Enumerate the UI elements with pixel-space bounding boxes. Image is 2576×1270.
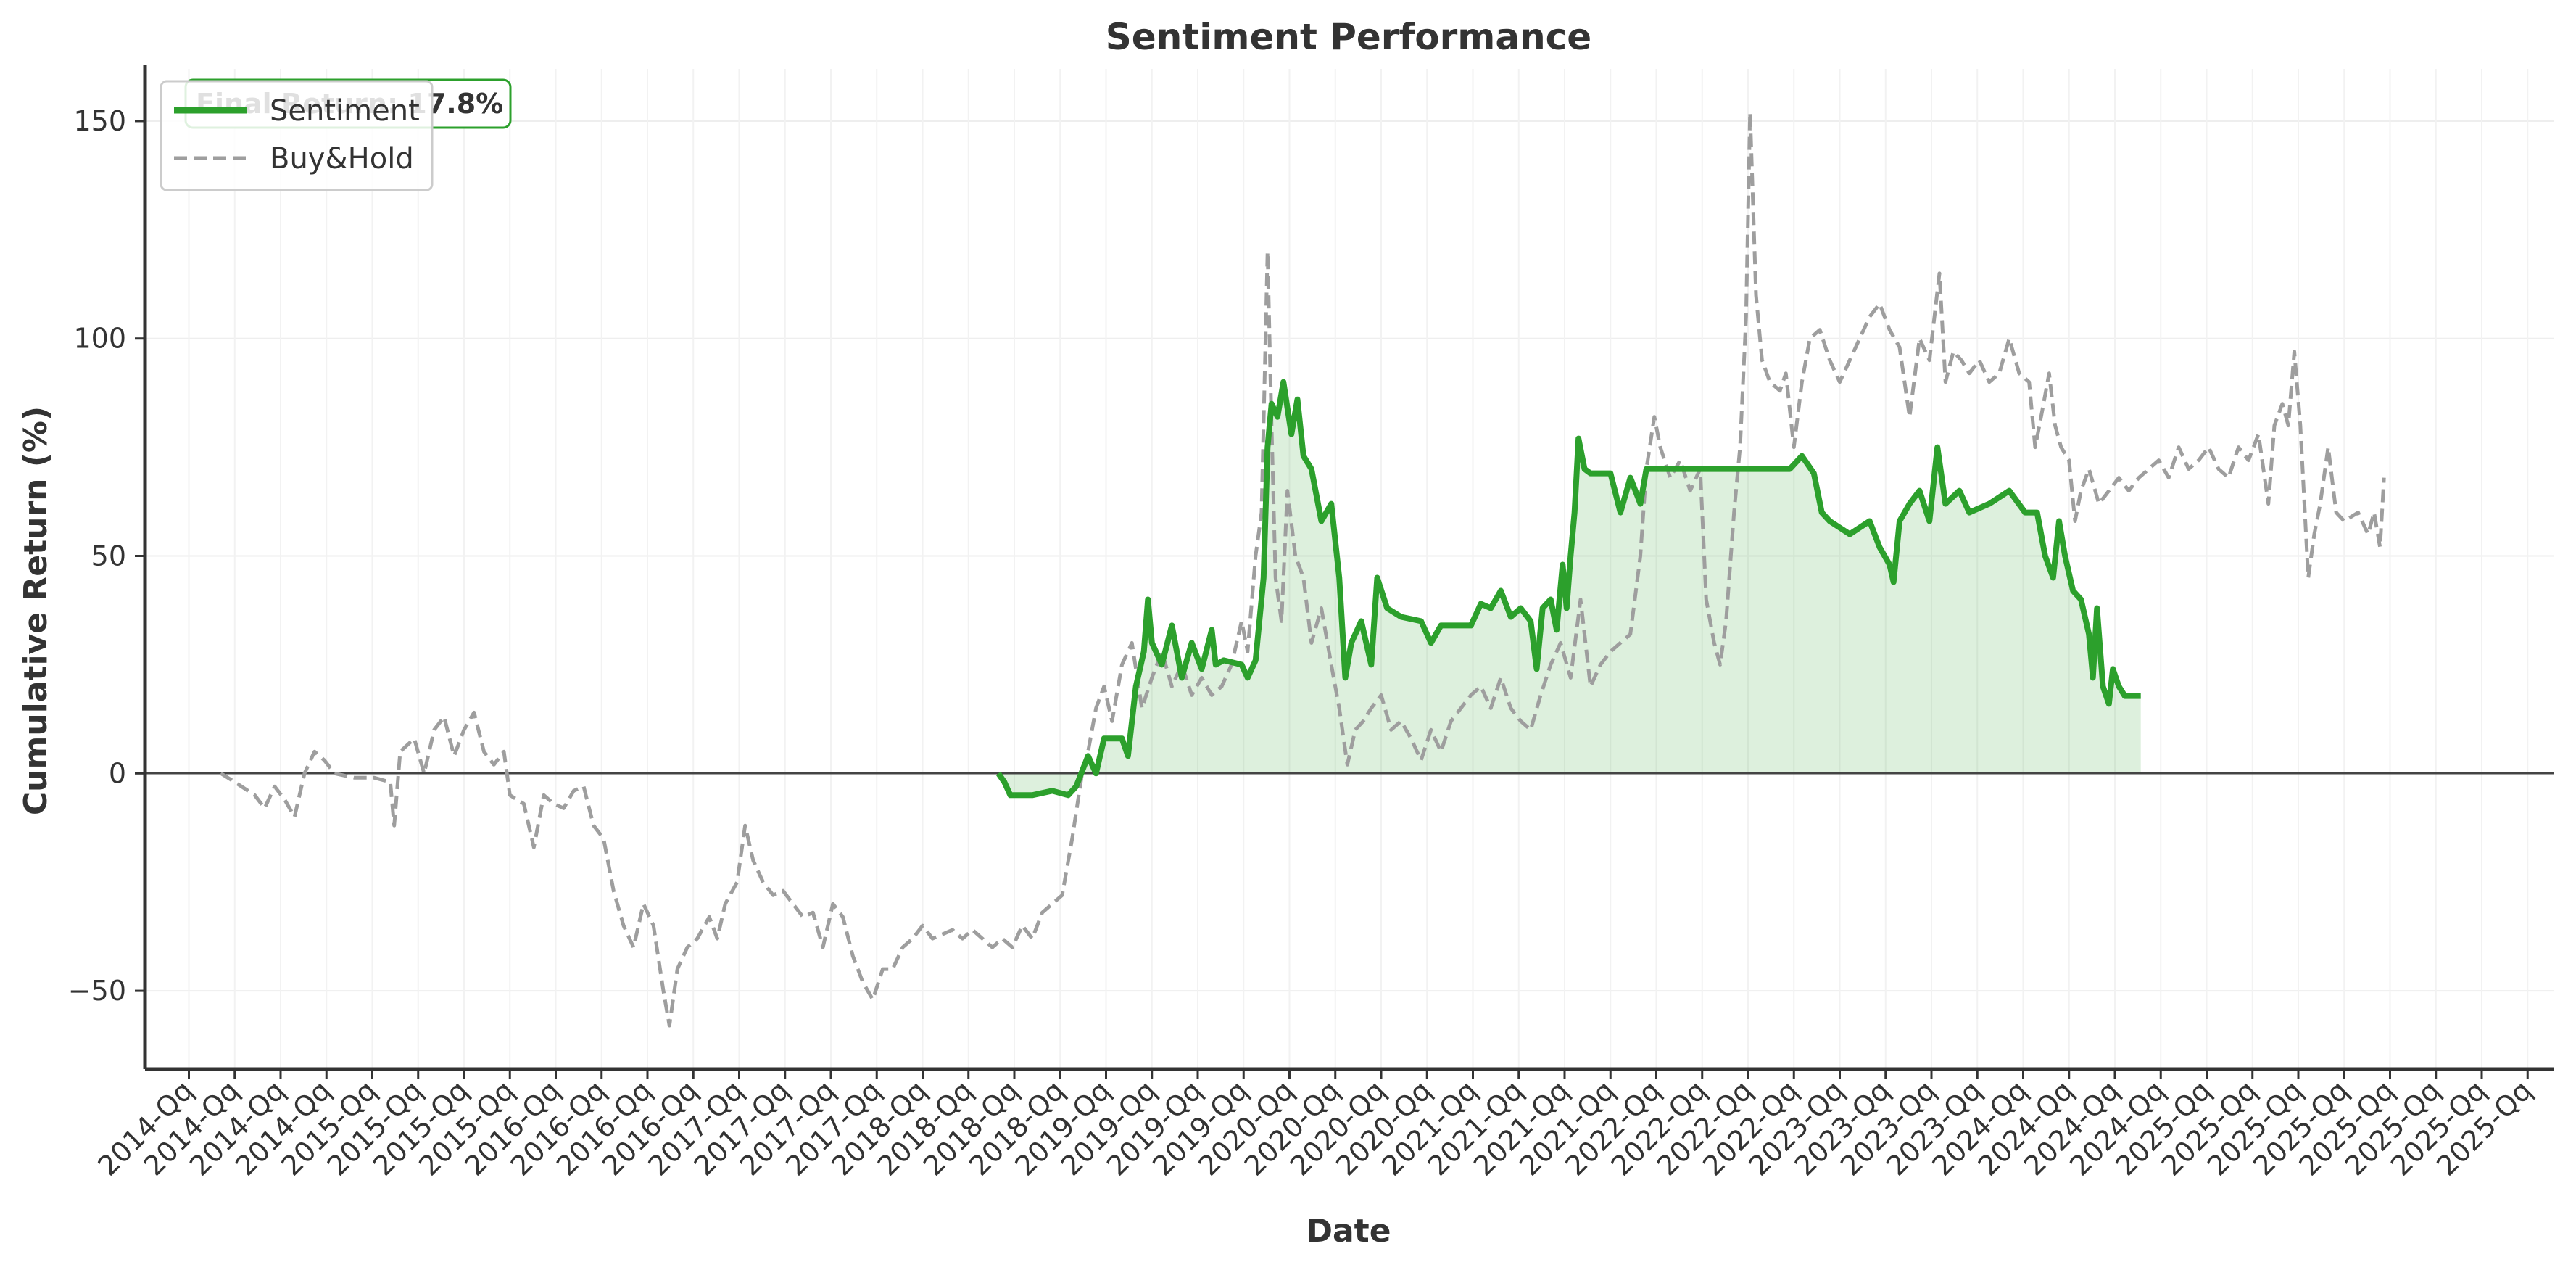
series-line-sentiment: [995, 379, 2141, 799]
y-tick-label: 50: [91, 540, 126, 572]
y-tick-label: 150: [73, 105, 126, 137]
series-line-buyhold: [220, 110, 2386, 1028]
legend-label-buyhold: Buy&Hold: [270, 142, 414, 176]
legend: Sentiment Buy&Hold: [160, 80, 434, 191]
y-axis-ticks: −50 0 50 100 150: [68, 105, 145, 1007]
y-tick-label: 100: [73, 323, 126, 355]
legend-label-sentiment: Sentiment: [270, 94, 420, 128]
chart-title: Sentiment Performance: [1106, 16, 1591, 58]
grid: [145, 69, 2554, 1069]
y-tick-label: −50: [68, 975, 126, 1007]
y-tick-label: 0: [109, 757, 126, 789]
axes: [143, 65, 2554, 1071]
y-axis-label: Cumulative Return (%): [17, 406, 54, 815]
x-axis-label: Date: [1306, 1213, 1391, 1250]
